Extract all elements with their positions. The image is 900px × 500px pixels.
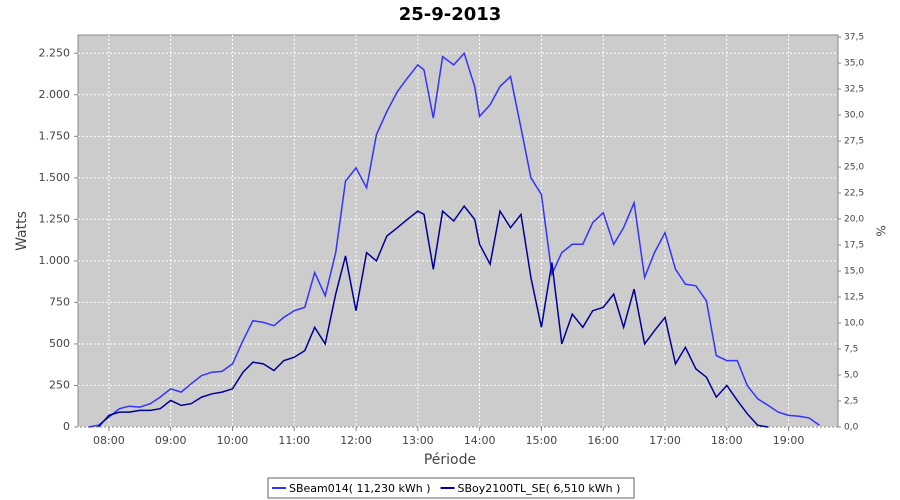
- y-tick-label: 1.500: [39, 171, 71, 184]
- y-tick-label: 250: [49, 378, 70, 391]
- line-series: [97, 204, 769, 428]
- y2-tick-label: 5,0: [844, 371, 859, 381]
- y2-axis-label: %: [874, 225, 888, 236]
- x-tick-label: 14:00: [464, 434, 496, 447]
- y2-tick-label: 7,5: [844, 345, 858, 355]
- x-tick-label: 19:00: [773, 434, 805, 447]
- y-tick-label: 1.250: [39, 212, 71, 225]
- legend-label: SBeam014( 11,230 kWh ): [289, 482, 431, 495]
- y2-tick-label: 25,0: [844, 163, 864, 173]
- x-tick-label: 08:00: [93, 434, 125, 447]
- legend-label: SBoy2100TL_SE( 6,510 kWh ): [458, 482, 621, 495]
- x-tick-label: 16:00: [587, 434, 619, 447]
- y2-tick-label: 37,5: [844, 33, 864, 43]
- y-tick-label: 750: [49, 295, 70, 308]
- x-tick-label: 09:00: [155, 434, 187, 447]
- y2-tick-label: 35,0: [844, 59, 864, 69]
- y2-tick-label: 15,0: [844, 267, 864, 277]
- x-tick-label: 10:00: [217, 434, 249, 447]
- y2-tick-label: 2,5: [844, 397, 858, 407]
- x-axis-label: Période: [424, 452, 476, 468]
- line-series: [88, 51, 820, 428]
- y2-tick-label: 10,0: [844, 319, 864, 329]
- y-tick-label: 1.000: [39, 254, 71, 267]
- plot-area: [77, 34, 839, 428]
- y-tick-label: 0: [63, 420, 70, 433]
- y2-tick-label: 32,5: [844, 85, 864, 95]
- y-tick-label: 500: [49, 337, 70, 350]
- y2-tick-label: 0,0: [844, 423, 859, 433]
- x-tick-label: 15:00: [526, 434, 558, 447]
- y-tick-label: 2.000: [39, 88, 71, 101]
- x-tick-label: 13:00: [402, 434, 434, 447]
- y2-tick-label: 30,0: [844, 111, 864, 121]
- chart-title: 25-9-2013: [399, 4, 502, 25]
- y-tick-label: 2.250: [39, 46, 71, 59]
- y2-tick-label: 20,0: [844, 215, 864, 225]
- y2-tick-label: 17,5: [844, 241, 864, 251]
- y2-tick-label: 27,5: [844, 137, 864, 147]
- y2-tick-label: 22,5: [844, 189, 864, 199]
- x-tick-label: 11:00: [278, 434, 310, 447]
- y-tick-label: 1.750: [39, 129, 71, 142]
- x-tick-label: 17:00: [649, 434, 681, 447]
- x-tick-label: 12:00: [340, 434, 372, 447]
- x-tick-label: 18:00: [711, 434, 743, 447]
- y2-tick-label: 12,5: [844, 293, 864, 303]
- y-axis-label: Watts: [14, 211, 30, 251]
